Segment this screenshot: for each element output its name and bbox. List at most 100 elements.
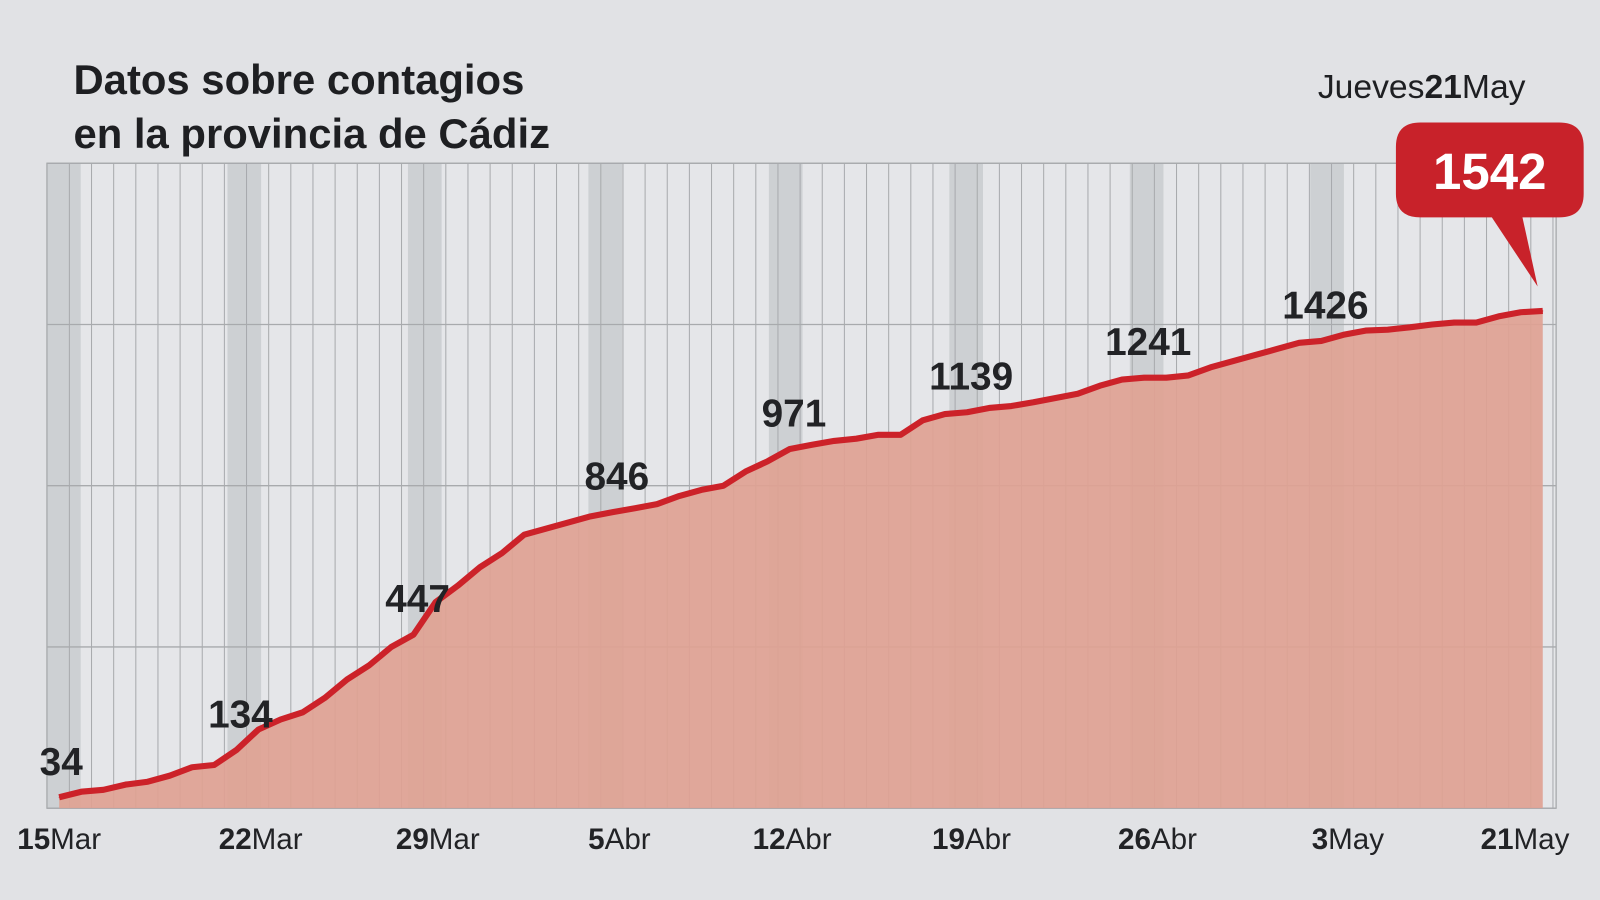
data-point (1099, 385, 1101, 387)
series (58, 307, 1544, 809)
data-point (324, 697, 326, 699)
data-point (545, 528, 547, 530)
data-point (501, 552, 503, 554)
data-label: 34 (40, 741, 84, 784)
data-point (988, 407, 990, 409)
data-point (811, 444, 813, 446)
data-label: 1241 (1105, 321, 1191, 364)
data-point (435, 601, 437, 603)
date-label: Jueves21May (1318, 69, 1526, 106)
data-label: 846 (584, 456, 649, 499)
data-point (191, 766, 193, 768)
data-point (789, 448, 791, 450)
data-point (80, 791, 82, 793)
tick-month: May (1328, 823, 1384, 856)
tick-month: Mar (252, 823, 303, 856)
data-point (1542, 310, 1544, 312)
data-point (302, 711, 304, 713)
data-point (590, 515, 592, 517)
data-point (1055, 397, 1057, 399)
data-point (280, 718, 282, 720)
data-point (235, 749, 237, 751)
x-tick-label: 29Mar (396, 823, 480, 856)
bubble-shape (1395, 122, 1584, 287)
data-point (1520, 311, 1522, 313)
tick-month: May (1514, 823, 1570, 856)
data-point (1165, 377, 1167, 379)
data-point (523, 534, 525, 536)
date-weekday: Jueves (1318, 69, 1425, 106)
data-point (612, 511, 614, 513)
tick-month: Abr (786, 823, 832, 856)
data-point (368, 664, 370, 666)
data-point (634, 507, 636, 509)
data-point (1121, 379, 1123, 381)
data-point (1475, 322, 1477, 324)
data-point (767, 460, 769, 462)
tick-month: Abr (605, 823, 651, 856)
data-point (1320, 340, 1322, 342)
tick-month: Mar (429, 823, 480, 856)
data-point (1032, 401, 1034, 403)
data-point (944, 413, 946, 415)
data-point (922, 419, 924, 421)
x-tick-label: 21May (1481, 823, 1570, 856)
data-point (1387, 329, 1389, 331)
data-point (1254, 354, 1256, 356)
data-point (1010, 405, 1012, 407)
data-point (102, 789, 104, 791)
data-point (1210, 366, 1212, 368)
data-point (833, 440, 835, 442)
data-point (722, 485, 724, 487)
data-label: 1139 (929, 356, 1013, 399)
data-point (1077, 393, 1079, 395)
date-month: May (1462, 69, 1526, 106)
data-point (900, 434, 902, 436)
data-point (877, 434, 879, 436)
tick-month: Abr (1151, 823, 1197, 856)
bubble-value: 1542 (1433, 143, 1547, 200)
tick-day: 29 (396, 823, 429, 856)
data-label: 134 (208, 694, 273, 737)
x-tick-label: 22Mar (219, 823, 303, 856)
data-point (1276, 348, 1278, 350)
data-point (855, 438, 857, 440)
tick-day: 21 (1481, 823, 1514, 856)
chart-title-line-1: Datos sobre contagios (73, 56, 524, 103)
data-point (1342, 334, 1344, 336)
x-tick-label: 26Abr (1118, 823, 1197, 856)
data-point (125, 784, 127, 786)
data-point (1409, 326, 1411, 328)
tick-day: 15 (17, 823, 50, 856)
data-point (1453, 322, 1455, 324)
data-point (656, 503, 658, 505)
data-point (58, 796, 60, 798)
tick-day: 3 (1312, 823, 1328, 856)
data-point (1431, 323, 1433, 325)
data-point (1232, 360, 1234, 362)
x-tick-label: 19Abr (932, 823, 1011, 856)
x-axis-ticks: 15Mar 22Mar 29Mar 5Abr 12Abr 19Abr 26Abr 3May 21… (17, 823, 1569, 856)
data-label: 1426 (1282, 284, 1368, 327)
data-point (147, 781, 149, 783)
data-point (966, 411, 968, 413)
data-point (1143, 377, 1145, 379)
tick-day: 19 (932, 823, 965, 856)
data-label: 447 (385, 578, 450, 621)
tick-month: Abr (965, 823, 1011, 856)
data-point (213, 764, 215, 766)
data-point (479, 566, 481, 568)
tick-month: Mar (50, 823, 101, 856)
data-point (412, 634, 414, 636)
data-label: 971 (762, 393, 827, 436)
data-point (678, 495, 680, 497)
tick-day: 5 (588, 823, 604, 856)
data-point (169, 775, 171, 777)
tick-day: 12 (753, 823, 786, 856)
data-point (346, 678, 348, 681)
tick-day: 26 (1118, 823, 1151, 856)
data-point (390, 646, 392, 648)
x-tick-label: 5Abr (588, 823, 651, 856)
data-point (257, 728, 259, 730)
